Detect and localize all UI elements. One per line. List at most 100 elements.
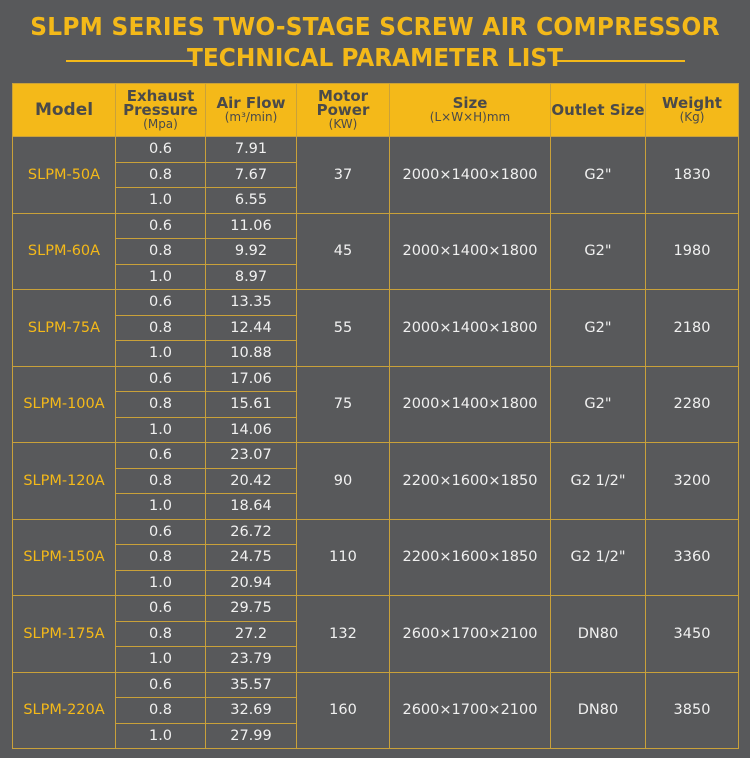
pressure-cell: 0.6 (115, 212, 206, 239)
air-flow-cell: 35.57 (205, 671, 297, 698)
table-row: SLPM-50A 0.6 7.91 37 2000×1400×1800 G2" 1830 (12, 136, 739, 214)
motor-power-cell: 37 (296, 136, 390, 214)
air-flow-cell: 27.99 (205, 722, 297, 749)
model-cell: SLPM-175A (12, 595, 116, 673)
table-row: 1.0 6.55 (13, 187, 739, 214)
air-flow-cell: 17.06 (205, 365, 297, 392)
size-cell: 2000×1400×1800 (389, 136, 551, 214)
pressure-cell: 1.0 (115, 340, 206, 367)
table-row: SLPM-220A 0.6 35.57 160 2600×1700×2100 DN80 38… (12, 671, 739, 749)
weight-cell: 1980 (645, 212, 739, 290)
table-row: SLPM-60A 0.6 11.06 45 2000×1400×1800 G2" 1980 (12, 212, 739, 290)
air-flow-cell: 11.06 (205, 212, 297, 239)
air-flow-cell: 27.2 (205, 620, 297, 647)
table-row: 1.0 18.64 (13, 493, 739, 520)
table-row: 1.0 20.94 (13, 569, 739, 596)
header-air-flow: Air Flow (m³/min) (205, 83, 297, 137)
table-row: 0.8 24.75 (13, 544, 739, 571)
table-row: 1.0 27.99 (13, 722, 739, 749)
outlet-size-cell: DN80 (550, 671, 646, 749)
size-cell: 2000×1400×1800 (389, 365, 551, 443)
header-exhaust-pressure: Exhaust Pressure (Mpa) (115, 83, 206, 137)
header-exhaust-pressure-unit: (Mpa) (143, 117, 178, 131)
weight-cell: 3850 (645, 671, 739, 749)
size-cell: 2200×1600×1850 (389, 518, 551, 596)
pressure-cell: 1.0 (115, 187, 206, 214)
air-flow-cell: 29.75 (205, 595, 297, 622)
pressure-cell: 0.8 (115, 238, 206, 265)
pressure-cell: 0.8 (115, 314, 206, 341)
size-cell: 2600×1700×2100 (389, 595, 551, 673)
size-cell: 2200×1600×1850 (389, 442, 551, 520)
pressure-cell: 0.8 (115, 467, 206, 494)
weight-cell: 3360 (645, 518, 739, 596)
title-line-2-row: TECHNICAL PARAMETER LIST (0, 43, 750, 77)
air-flow-cell: 20.42 (205, 467, 297, 494)
model-cell: SLPM-60A (12, 212, 116, 290)
air-flow-cell: 23.07 (205, 442, 297, 469)
header-motor-power-unit: (KW) (328, 117, 358, 131)
outlet-size-cell: G2" (550, 212, 646, 290)
header-weight: Weight (Kg) (645, 83, 739, 137)
weight-cell: 3450 (645, 595, 739, 673)
table-row: 1.0 23.79 (13, 646, 739, 673)
weight-cell: 3200 (645, 442, 739, 520)
table-row: SLPM-175A 0.6 29.75 132 2600×1700×2100 DN80 34… (12, 595, 739, 673)
air-flow-cell: 6.55 (205, 187, 297, 214)
air-flow-cell: 7.91 (205, 136, 297, 163)
header-row: Model Exhaust Pressure (Mpa) Air Flow (m³/mi… (12, 83, 739, 137)
pressure-cell: 0.8 (115, 391, 206, 418)
header-air-flow-label: Air Flow (216, 94, 286, 112)
table-row: 1.0 8.97 (13, 263, 739, 290)
header-model: Model (12, 83, 116, 137)
header-model-label: Model (34, 100, 94, 120)
air-flow-cell: 20.94 (205, 569, 297, 596)
pressure-cell: 0.6 (115, 671, 206, 698)
air-flow-cell: 14.06 (205, 416, 297, 443)
motor-power-cell: 55 (296, 289, 390, 367)
model-cell: SLPM-75A (12, 289, 116, 367)
table-row: 0.8 27.2 (13, 620, 739, 647)
table-row: 1.0 10.88 (13, 340, 739, 367)
model-cell: SLPM-220A (12, 671, 116, 749)
motor-power-cell: 75 (296, 365, 390, 443)
model-cell: SLPM-120A (12, 442, 116, 520)
pressure-cell: 1.0 (115, 569, 206, 596)
pressure-cell: 1.0 (115, 416, 206, 443)
pressure-cell: 1.0 (115, 646, 206, 673)
parameter-table: Model Exhaust Pressure (Mpa) Air Flow (m³/mi… (12, 83, 739, 749)
air-flow-cell: 15.61 (205, 391, 297, 418)
motor-power-cell: 45 (296, 212, 390, 290)
pressure-cell: 0.8 (115, 620, 206, 647)
pressure-cell: 0.6 (115, 442, 206, 469)
size-cell: 2000×1400×1800 (389, 289, 551, 367)
air-flow-cell: 7.67 (205, 161, 297, 188)
outlet-size-cell: G2 1/2" (550, 442, 646, 520)
table-row: SLPM-120A 0.6 23.07 90 2200×1600×1850 G2 1/2"… (12, 442, 739, 520)
weight-cell: 1830 (645, 136, 739, 214)
pressure-cell: 1.0 (115, 722, 206, 749)
table-body: SLPM-50A 0.6 7.91 37 2000×1400×1800 G2" 1830 0.… (12, 136, 739, 749)
table-row: SLPM-100A 0.6 17.06 75 2000×1400×1800 G2" 2280 (12, 365, 739, 443)
outlet-size-cell: G2" (550, 365, 646, 443)
pressure-cell: 0.6 (115, 595, 206, 622)
motor-power-cell: 110 (296, 518, 390, 596)
title-rule-left (66, 60, 196, 62)
air-flow-cell: 12.44 (205, 314, 297, 341)
pressure-cell: 0.6 (115, 136, 206, 163)
air-flow-cell: 10.88 (205, 340, 297, 367)
table-row: 1.0 14.06 (13, 416, 739, 443)
air-flow-cell: 9.92 (205, 238, 297, 265)
pressure-cell: 0.8 (115, 544, 206, 571)
model-cell: SLPM-100A (12, 365, 116, 443)
air-flow-cell: 8.97 (205, 263, 297, 290)
motor-power-cell: 132 (296, 595, 390, 673)
table-row: SLPM-75A 0.6 13.35 55 2000×1400×1800 G2" 2180 (12, 289, 739, 367)
model-cell: SLPM-50A (12, 136, 116, 214)
air-flow-cell: 13.35 (205, 289, 297, 316)
outlet-size-cell: G2 1/2" (550, 518, 646, 596)
header-motor-power-label: Motor Power (316, 87, 370, 119)
pressure-cell: 0.8 (115, 161, 206, 188)
header-weight-unit: (Kg) (679, 110, 705, 124)
header-size: Size (L×W×H)mm (389, 83, 551, 137)
